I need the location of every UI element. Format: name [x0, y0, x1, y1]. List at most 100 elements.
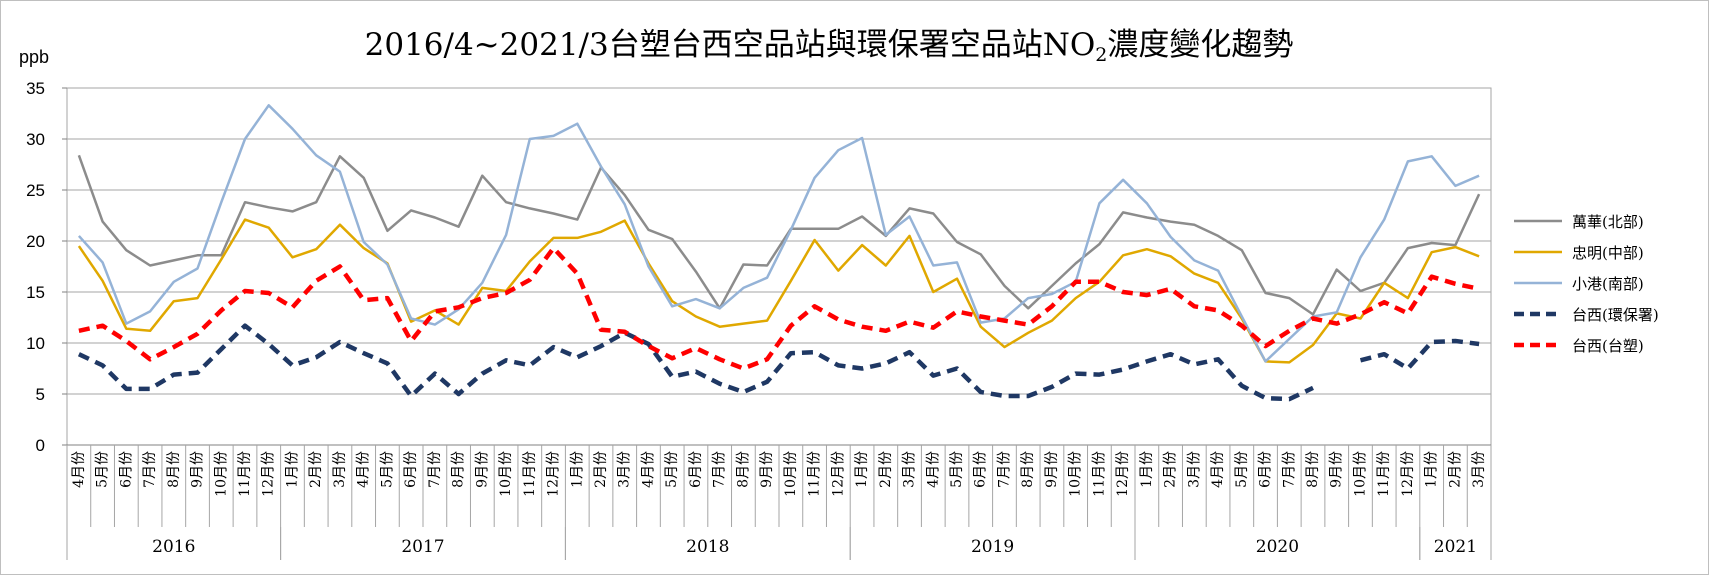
- x-tick-label: 5月份: [664, 451, 680, 488]
- y-tick-label: 10: [26, 334, 45, 353]
- x-tick-label: 12月份: [1400, 451, 1416, 497]
- year-label: 2021: [1434, 537, 1477, 557]
- y-tick-label: 35: [26, 79, 45, 98]
- legend-item: 忠明(中部): [1514, 244, 1644, 262]
- series-5: [78, 245, 1480, 371]
- x-tick-label: 4月份: [640, 451, 656, 488]
- chart-title-suffix: 濃度變化趨勢: [1107, 27, 1293, 63]
- y-tick-label: 20: [26, 232, 45, 251]
- x-tick-label: 7月份: [712, 451, 728, 488]
- x-tick-label: 6月份: [973, 451, 989, 488]
- x-tick-label: 5月份: [1234, 451, 1250, 488]
- x-tick-label: 12月份: [1115, 451, 1131, 497]
- chart-title-main: 2016/4~2021/3台塑台西空品站與環保署空品站NO: [365, 27, 1096, 63]
- x-tick-label: 9月份: [1329, 451, 1345, 488]
- x-tick-label: 1月份: [1139, 451, 1155, 488]
- x-tick-label: 1月份: [1424, 451, 1440, 488]
- x-tick-label: 10月份: [213, 451, 229, 497]
- y-axis-ticks: 0 5 10 15 20 25 30 35: [26, 79, 67, 455]
- series-line: [77, 323, 1314, 402]
- y-tick-label: 15: [26, 283, 45, 302]
- x-tick-label: 2月份: [1447, 451, 1463, 488]
- year-label: 2020: [1256, 537, 1299, 557]
- x-tick-label: 7月份: [996, 451, 1012, 488]
- x-tick-label: 3月份: [1471, 451, 1487, 488]
- x-tick-label: 1月份: [284, 451, 300, 488]
- series-line: [77, 104, 1480, 363]
- x-tick-label: 3月份: [332, 451, 348, 488]
- x-tick-label: 3月份: [617, 451, 633, 488]
- x-tick-label: 8月份: [451, 451, 467, 488]
- x-tick-label: 5月份: [949, 451, 965, 488]
- x-tick-label: 7月份: [427, 451, 443, 488]
- x-tick-label: 8月份: [166, 451, 182, 488]
- x-tick-label: 7月份: [142, 451, 158, 488]
- x-tick-label: 4月份: [71, 451, 87, 488]
- x-tick-label: 6月份: [1258, 451, 1274, 488]
- x-axis: 4月份 5月份 6月份 7月份 8月份 9月份 10月份 11月份 12月份 1月份 2月份 3月份 4…: [66, 444, 1492, 560]
- y-tick-label: 5: [36, 385, 45, 404]
- series-line: [1359, 338, 1480, 371]
- series-1: [77, 154, 1481, 316]
- x-tick-label: 10月份: [1068, 451, 1084, 497]
- x-tick-label: 9月份: [474, 451, 490, 488]
- x-tick-label: 11月份: [807, 451, 823, 497]
- legend: 萬華(北部) 忠明(中部) 小港(南部) 台西(環保署) 台西(台塑): [1514, 213, 1659, 355]
- legend-item: 台西(台塑): [1514, 337, 1644, 355]
- x-tick-label: 11月份: [522, 451, 538, 497]
- x-tick-label: 11月份: [1091, 451, 1107, 497]
- series-line: [78, 245, 1480, 371]
- legend-label: 萬華(北部): [1572, 213, 1644, 231]
- legend-item: 萬華(北部): [1514, 213, 1644, 231]
- x-tick-label: 8月份: [735, 451, 751, 488]
- plot-area: [66, 87, 1492, 446]
- x-tick-label: 8月份: [1305, 451, 1321, 488]
- x-tick-label: 9月份: [190, 451, 206, 488]
- year-label: 2017: [401, 537, 444, 557]
- x-tick-label: 2月份: [878, 451, 894, 488]
- legend-label: 忠明(中部): [1572, 244, 1644, 262]
- x-tick-label: 8月份: [1020, 451, 1036, 488]
- legend-item: 小港(南部): [1514, 275, 1644, 293]
- legend-label: 台西(台塑): [1572, 337, 1644, 355]
- x-tick-label: 9月份: [1044, 451, 1060, 488]
- x-tick-label: 6月份: [403, 451, 419, 488]
- x-tick-label: 4月份: [1210, 451, 1226, 488]
- x-tick-label: 7月份: [1281, 451, 1297, 488]
- x-tick-label: 1月份: [569, 451, 585, 488]
- series-line: [77, 154, 1481, 316]
- x-tick-label: 12月份: [546, 451, 562, 497]
- x-tick-label: 10月份: [498, 451, 514, 497]
- x-tick-label: 5月份: [379, 451, 395, 488]
- y-tick-label: 0: [36, 436, 45, 455]
- x-tick-label: 11月份: [1376, 451, 1392, 497]
- x-tick-label: 6月份: [688, 451, 704, 488]
- x-tick-label: 4月份: [356, 451, 372, 488]
- x-tick-label: 2月份: [1163, 451, 1179, 488]
- legend-label: 小港(南部): [1572, 275, 1644, 293]
- x-tick-label: 11月份: [237, 451, 253, 497]
- x-tick-label: 3月份: [902, 451, 918, 488]
- x-tick-label: 2月份: [308, 451, 324, 488]
- series-lines: [77, 104, 1481, 402]
- x-tick-label: 12月份: [830, 451, 846, 497]
- y-tick-label: 25: [26, 181, 45, 200]
- x-tick-label: 10月份: [1352, 451, 1368, 497]
- legend-item: 台西(環保署): [1514, 306, 1659, 324]
- x-tick-label: 10月份: [783, 451, 799, 497]
- x-tick-label: 4月份: [925, 451, 941, 488]
- x-tick-label: 12月份: [261, 451, 277, 497]
- year-label: 2016: [152, 537, 195, 557]
- legend-label: 台西(環保署): [1572, 306, 1659, 324]
- year-label: 2019: [971, 537, 1014, 557]
- x-tick-label: 9月份: [759, 451, 775, 488]
- x-tick-label: 5月份: [95, 451, 111, 488]
- y-tick-label: 30: [26, 130, 45, 149]
- chart-title-subscript: 2: [1095, 44, 1107, 66]
- series-4: [77, 323, 1480, 402]
- plot-frame: [66, 87, 1492, 446]
- x-tick-label: 1月份: [854, 451, 870, 488]
- series-3: [77, 104, 1480, 363]
